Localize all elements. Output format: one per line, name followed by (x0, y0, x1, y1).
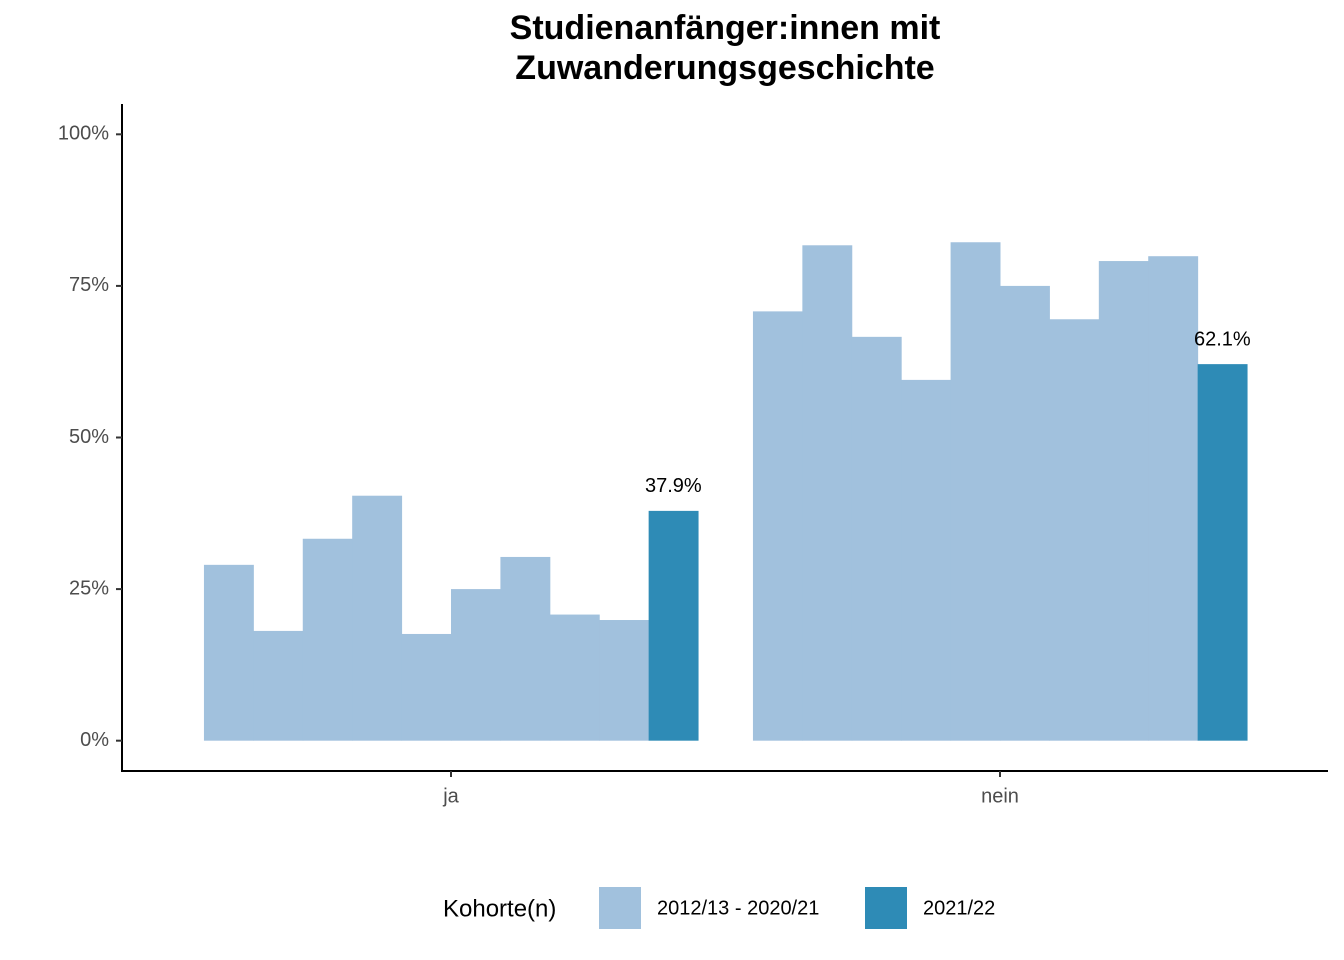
x-tick-label: nein (981, 785, 1019, 807)
bar (851, 336, 902, 741)
chart-title: Studienanfänger:innen mit (510, 9, 941, 47)
data-label: 37.9% (645, 475, 702, 497)
y-tick-label: 50% (69, 426, 109, 448)
bar (302, 538, 353, 741)
data-label: 62.1% (1194, 328, 1251, 350)
y-tick-label: 25% (69, 577, 109, 599)
bar (950, 242, 1001, 741)
bar (253, 630, 304, 741)
bar (1148, 256, 1199, 741)
y-tick-label: 75% (69, 274, 109, 296)
bar (451, 589, 501, 741)
x-tick-label: ja (442, 785, 459, 807)
y-tick-label: 100% (58, 123, 109, 145)
bar (1098, 261, 1149, 741)
chart-title: Zuwanderungsgeschichte (515, 49, 934, 87)
bar (1049, 319, 1100, 741)
bar (1000, 285, 1050, 741)
y-tick-label: 0% (80, 729, 109, 751)
bar (203, 564, 254, 741)
bar (648, 510, 699, 741)
legend-title: Kohorte(n) (443, 895, 556, 922)
bar (599, 620, 650, 741)
bar (901, 379, 952, 741)
bar (500, 556, 551, 741)
bar (802, 245, 853, 741)
bar (549, 614, 600, 741)
bar (752, 311, 803, 741)
bar (401, 633, 452, 741)
legend-label: 2012/13 - 2020/21 (657, 897, 819, 919)
bar (352, 495, 403, 741)
bar (1197, 364, 1248, 741)
legend-swatch (865, 887, 907, 929)
legend-swatch (599, 887, 641, 929)
legend-label: 2021/22 (923, 897, 995, 919)
